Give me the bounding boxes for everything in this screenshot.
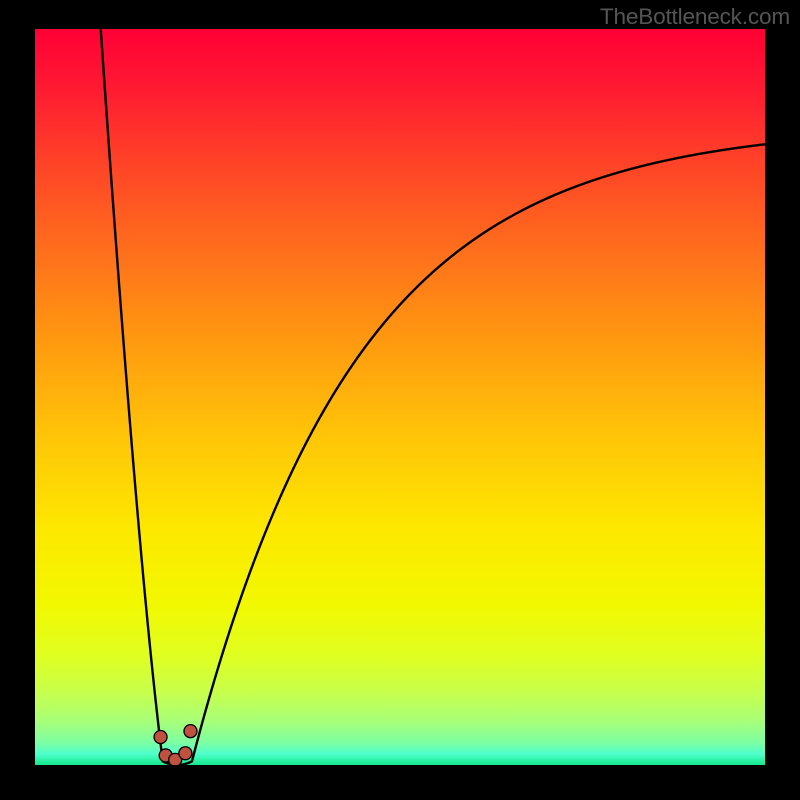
chart-area <box>35 29 765 765</box>
gradient-background <box>35 29 765 765</box>
data-marker <box>179 747 192 760</box>
data-marker <box>184 725 197 738</box>
data-marker <box>154 731 167 744</box>
watermark-text: TheBottleneck.com <box>600 4 790 30</box>
bottleneck-chart-svg <box>35 29 765 765</box>
